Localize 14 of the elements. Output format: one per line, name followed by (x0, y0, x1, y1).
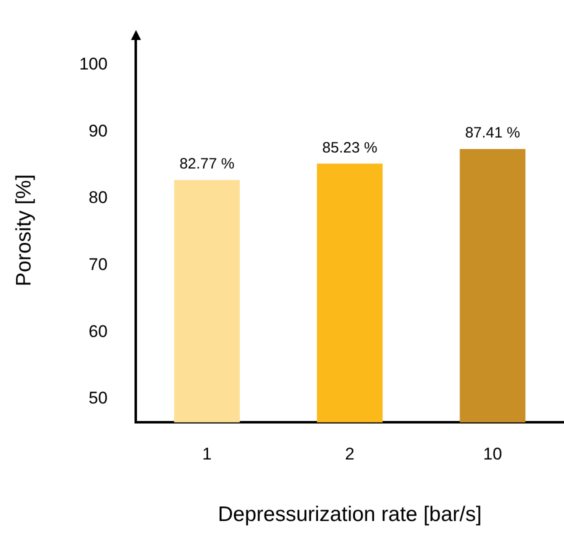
x-axis-title: Depressurization rate [bar/s] (218, 503, 482, 526)
y-tick-label: 70 (88, 255, 108, 274)
y-tick-label: 90 (88, 121, 108, 140)
data-label: 82.77 % (179, 156, 234, 173)
y-tick-label: 80 (88, 188, 108, 208)
x-tick-label: 1 (202, 444, 212, 464)
data-label: 85.23 % (322, 139, 378, 156)
y-tick-label: 60 (88, 322, 108, 341)
data-label: 87.41 % (465, 124, 520, 142)
x-tick-label: 10 (483, 444, 502, 464)
y-axis-title: Porosity [%] (12, 174, 36, 286)
x-tick-label: 2 (345, 444, 355, 464)
y-tick-label: 100 (79, 54, 108, 74)
y-tick-label: 50 (88, 388, 108, 408)
